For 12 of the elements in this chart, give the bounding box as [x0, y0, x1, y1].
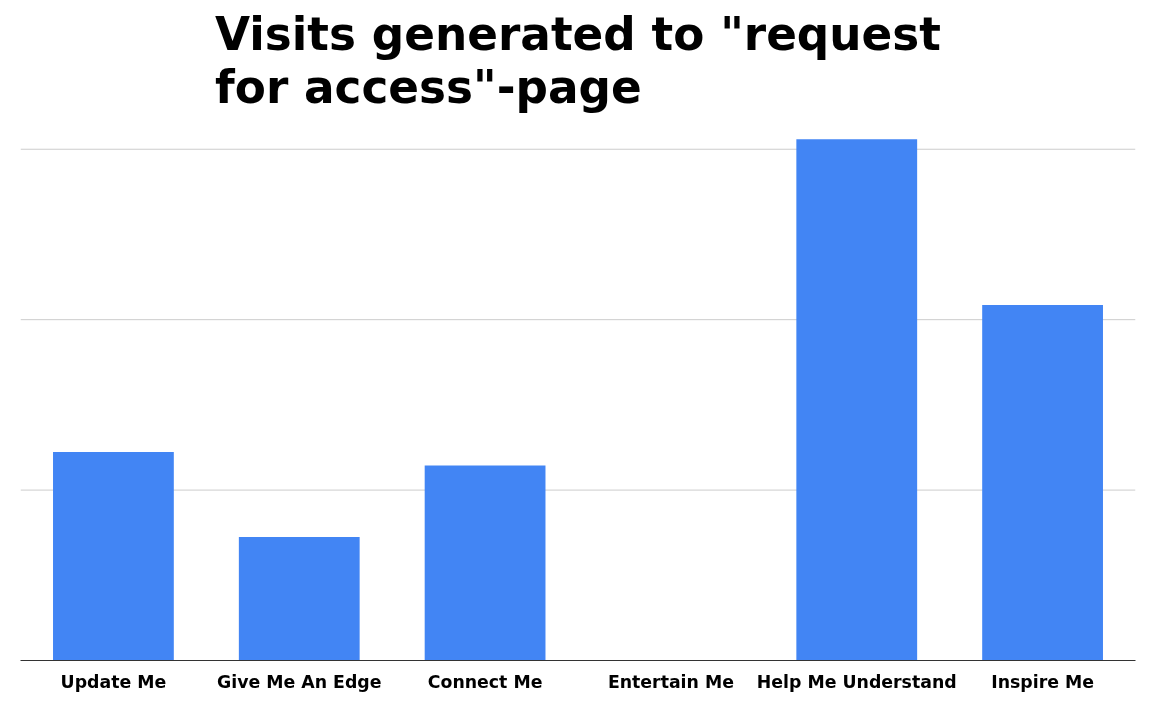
bar [796, 139, 918, 661]
bar [424, 465, 546, 661]
x-tick-label: Update Me [60, 671, 167, 692]
bar [238, 536, 360, 661]
chart-title: Visits generated to "request for access"-page [215, 7, 941, 114]
x-tick-label: Give Me An Edge [217, 671, 382, 692]
bar [982, 305, 1103, 661]
x-tick-label: Connect Me [427, 671, 543, 692]
x-tick-label: Help Me Understand [756, 671, 957, 692]
bar [53, 452, 174, 661]
x-tick-label: Entertain Me [607, 671, 734, 692]
x-tick-label: Inspire Me [991, 671, 1094, 692]
